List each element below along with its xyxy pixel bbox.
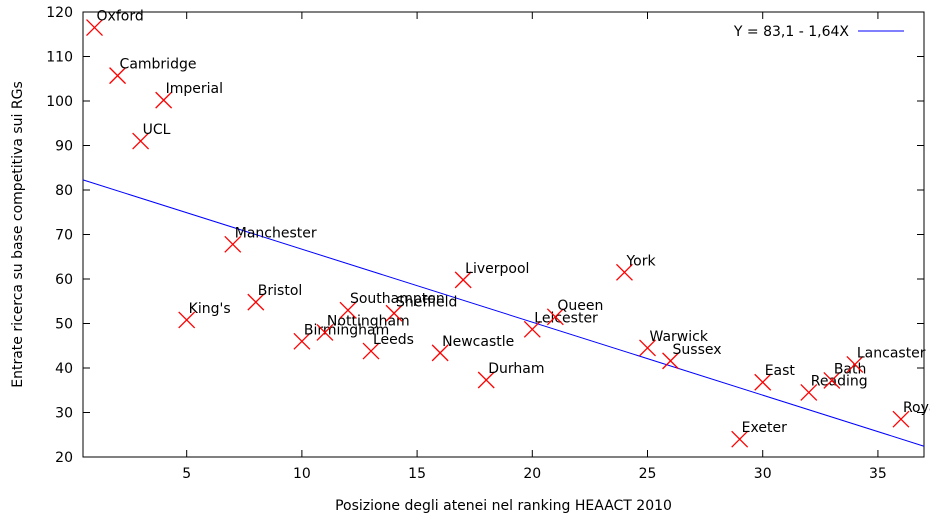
- point-label: Durham: [488, 361, 544, 377]
- point-label: Newcastle: [442, 334, 514, 350]
- point-label: King's: [189, 301, 231, 317]
- data-point: [293, 332, 311, 350]
- regression-layer: [82, 179, 925, 447]
- point-label: Sheffield: [396, 294, 457, 310]
- data-point: [178, 311, 196, 329]
- y-tick-label: 20: [55, 450, 73, 466]
- x-tick-label: 15: [408, 466, 426, 482]
- y-tick-label: 120: [46, 5, 73, 21]
- data-point: [662, 352, 680, 370]
- data-point: [86, 19, 103, 37]
- data-point: [639, 339, 656, 357]
- data-point: [846, 355, 864, 373]
- points-layer: Oxford Cambridge Imperial UCL King's Manchest…: [86, 9, 930, 448]
- point-label: Imperial: [166, 81, 223, 97]
- data-point: [109, 67, 127, 85]
- x-tick-label: 35: [869, 466, 887, 482]
- y-axis-label: Entrate ricerca su base competitiva sui …: [10, 81, 26, 388]
- data-point: [224, 235, 242, 253]
- point-label: Bristol: [258, 283, 303, 299]
- data-point: [431, 344, 449, 362]
- regression-line: [82, 179, 925, 447]
- legend-label: Y = 83,1 - 1,64X: [733, 24, 849, 40]
- data-point: [362, 342, 380, 360]
- x-tick-label: 20: [523, 466, 541, 482]
- x-tick-label: 25: [639, 466, 657, 482]
- point-label: York: [625, 253, 656, 269]
- data-point: [892, 410, 910, 428]
- data-point: [477, 371, 495, 389]
- y-tick-label: 90: [55, 139, 73, 155]
- y-tick-label: 50: [55, 317, 73, 333]
- y-tick-label: 80: [55, 183, 73, 199]
- point-label: Leeds: [373, 332, 414, 348]
- data-point: [454, 271, 472, 289]
- data-point: [155, 91, 173, 109]
- y-tick-label: 110: [46, 50, 73, 66]
- point-label: Oxford: [97, 9, 144, 25]
- axes: 5 10 15 20 25 30 35 20 30 40 50 60 70 80 90 100 110 120: [46, 5, 925, 482]
- point-label: Royal: [903, 400, 930, 416]
- y-tick-label: 30: [55, 406, 73, 422]
- point-label: Reading: [811, 373, 868, 389]
- x-axis-label: Posizione degli atenei nel ranking HEAAC…: [335, 498, 672, 514]
- data-point: [754, 373, 772, 391]
- x-tick-label: 30: [754, 466, 772, 482]
- data-point: [385, 304, 403, 322]
- point-label: East: [765, 363, 796, 379]
- point-label: Sussex: [673, 342, 722, 358]
- data-point: [616, 263, 633, 281]
- point-label: Lancaster: [857, 345, 926, 361]
- y-tick-label: 100: [46, 94, 73, 110]
- point-label: Manchester: [235, 225, 317, 241]
- point-label: Birmingham: [304, 322, 389, 338]
- data-point: [316, 323, 334, 341]
- legend: Y = 83,1 - 1,64X: [733, 24, 904, 40]
- ticks: 5 10 15 20 25 30 35 20 30 40 50 60 70 80 90 100 110 120: [46, 5, 924, 482]
- y-tick-label: 40: [55, 361, 73, 377]
- y-tick-label: 60: [55, 272, 73, 288]
- y-tick-label: 70: [55, 228, 73, 244]
- point-label: Exeter: [742, 420, 787, 436]
- data-point: [731, 430, 749, 448]
- point-label: Cambridge: [120, 57, 197, 73]
- point-label: UCL: [143, 122, 171, 138]
- x-tick-label: 5: [182, 466, 191, 482]
- x-tick-label: 10: [293, 466, 311, 482]
- data-point: [132, 132, 150, 150]
- point-label: Liverpool: [465, 261, 529, 277]
- data-point: [523, 320, 541, 338]
- data-point: [823, 372, 841, 389]
- plot-frame: [82, 11, 925, 458]
- point-label: Queen: [557, 298, 603, 314]
- data-point: [339, 301, 357, 319]
- data-point: [247, 293, 265, 311]
- data-point: [800, 384, 818, 401]
- point-label: Warwick: [650, 329, 709, 345]
- data-point: [546, 308, 564, 326]
- point-label: Southampton: [350, 291, 445, 307]
